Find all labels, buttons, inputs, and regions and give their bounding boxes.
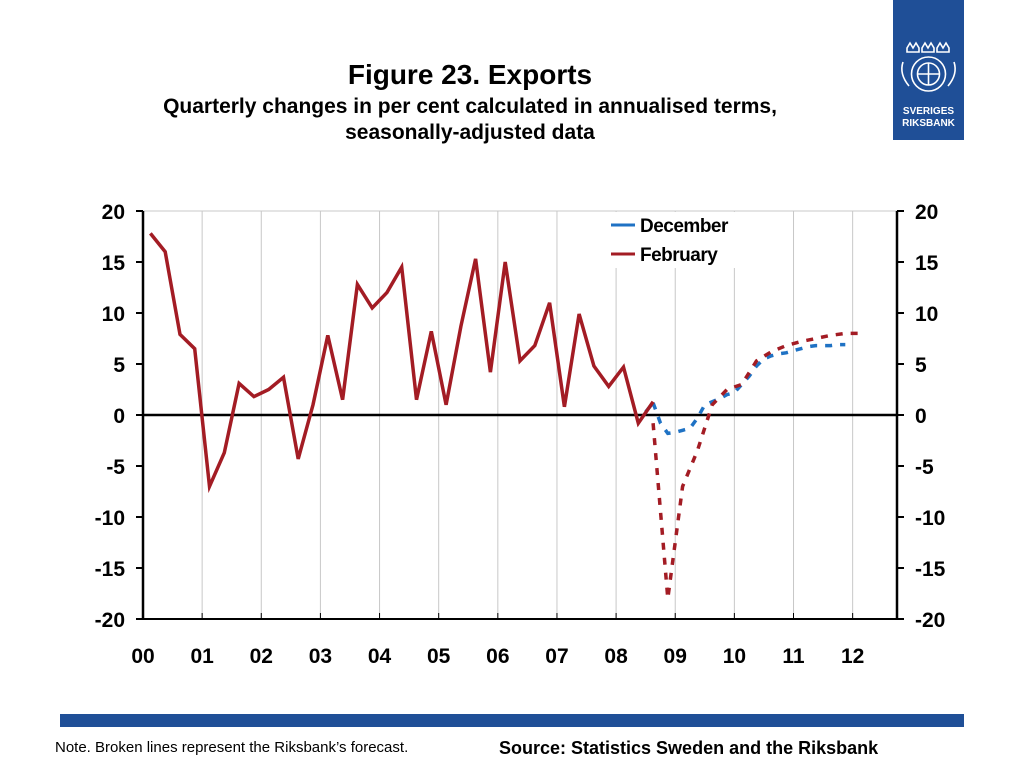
x-tick-label-07: 07 <box>545 645 568 668</box>
y-tick-label-left--5: -5 <box>106 456 125 479</box>
y-tick-label-left--10: -10 <box>95 507 125 530</box>
y-tick-label-right-0: 0 <box>915 405 927 428</box>
february-outcome-line <box>149 232 655 494</box>
february-forecast-line <box>651 331 860 599</box>
y-tick-label-left--20: -20 <box>95 609 125 632</box>
y-tick-label-left--15: -15 <box>95 558 126 581</box>
chart-title-block: Figure 23. Exports Quarterly changes in … <box>60 58 880 146</box>
y-tick-label-right-10: 10 <box>915 303 938 326</box>
crown-seal-icon <box>901 41 956 92</box>
chart-subtitle: Quarterly changes in per cent calculated… <box>60 94 880 146</box>
x-tick-label-10: 10 <box>723 645 746 668</box>
legend-label-december: December <box>640 216 729 237</box>
source-text: Source: Statistics Sweden and the Riksba… <box>499 738 879 758</box>
legend-label-february: February <box>640 245 718 266</box>
chart-subtitle-line-2: seasonally-adjusted data <box>345 121 595 144</box>
logo-text-line-1: SVERIGES <box>902 106 955 117</box>
x-tick-label-01: 01 <box>190 645 214 668</box>
y-tick-label-left-0: 0 <box>113 405 125 428</box>
forecast-note: Note. Broken lines represent the Riksban… <box>55 739 409 756</box>
y-tick-label-right--15: -15 <box>915 558 946 581</box>
x-tick-label-08: 08 <box>604 645 628 668</box>
y-tick-label-right--10: -10 <box>915 507 945 530</box>
series-layer <box>149 232 860 599</box>
y-tick-label-left-20: 20 <box>102 201 125 224</box>
x-tick-label-04: 04 <box>368 645 392 668</box>
x-tick-label-00: 00 <box>131 645 154 668</box>
logo-text-line-2: RIKSBANK <box>902 118 955 129</box>
x-tick-label-02: 02 <box>250 645 273 668</box>
x-tick-label-03: 03 <box>309 645 332 668</box>
chart-title: Figure 23. Exports <box>347 59 593 90</box>
riksbank-logo: SVERIGES RIKSBANK <box>893 0 964 140</box>
legend-background <box>603 212 743 268</box>
footer-divider-bar <box>60 714 964 727</box>
y-tick-label-left-10: 10 <box>102 303 125 326</box>
y-tick-label-right--20: -20 <box>915 609 945 632</box>
y-tick-label-left-15: 15 <box>102 252 126 275</box>
december-forecast-line <box>651 342 846 436</box>
y-tick-label-right-5: 5 <box>915 354 927 377</box>
x-tick-label-09: 09 <box>664 645 687 668</box>
x-tick-label-06: 06 <box>486 645 509 668</box>
legend: December February <box>603 212 743 268</box>
x-tick-label-12: 12 <box>841 645 864 668</box>
chart-subtitle-line-1: Quarterly changes in per cent calculated… <box>163 95 777 118</box>
axes-layer <box>136 210 904 620</box>
y-tick-label-right-20: 20 <box>915 201 938 224</box>
y-tick-label-right--5: -5 <box>915 456 934 479</box>
y-tick-label-right-15: 15 <box>915 252 939 275</box>
y-tick-label-left-5: 5 <box>113 354 125 377</box>
x-tick-label-11: 11 <box>782 645 805 668</box>
x-tick-label-05: 05 <box>427 645 451 668</box>
